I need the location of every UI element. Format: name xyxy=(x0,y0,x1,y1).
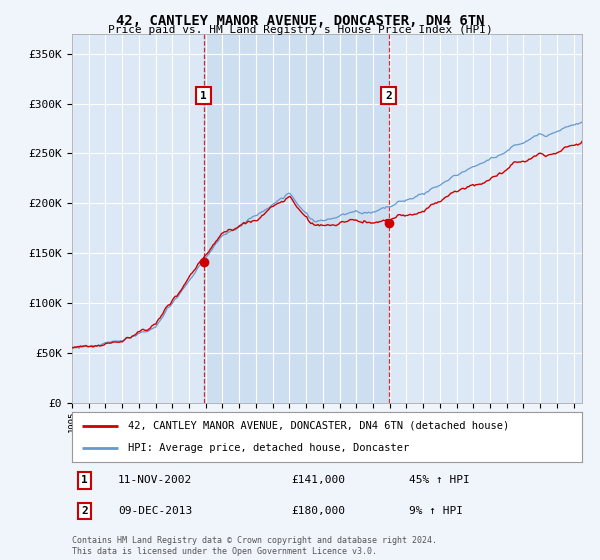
Text: Contains HM Land Registry data © Crown copyright and database right 2024.
This d: Contains HM Land Registry data © Crown c… xyxy=(72,536,437,556)
Text: 2: 2 xyxy=(82,506,88,516)
Text: 45% ↑ HPI: 45% ↑ HPI xyxy=(409,475,469,485)
Text: £141,000: £141,000 xyxy=(291,475,346,485)
Text: 11-NOV-2002: 11-NOV-2002 xyxy=(118,475,192,485)
Text: £180,000: £180,000 xyxy=(291,506,346,516)
Text: Price paid vs. HM Land Registry's House Price Index (HPI): Price paid vs. HM Land Registry's House … xyxy=(107,25,493,35)
Text: 1: 1 xyxy=(82,475,88,485)
Text: 42, CANTLEY MANOR AVENUE, DONCASTER, DN4 6TN: 42, CANTLEY MANOR AVENUE, DONCASTER, DN4… xyxy=(116,14,484,28)
Text: HPI: Average price, detached house, Doncaster: HPI: Average price, detached house, Donc… xyxy=(128,443,409,453)
Text: 9% ↑ HPI: 9% ↑ HPI xyxy=(409,506,463,516)
Text: 2: 2 xyxy=(385,91,392,101)
Text: 42, CANTLEY MANOR AVENUE, DONCASTER, DN4 6TN (detached house): 42, CANTLEY MANOR AVENUE, DONCASTER, DN4… xyxy=(128,421,509,431)
Text: 09-DEC-2013: 09-DEC-2013 xyxy=(118,506,192,516)
Bar xyxy=(203,34,389,403)
Text: 1: 1 xyxy=(200,91,207,101)
